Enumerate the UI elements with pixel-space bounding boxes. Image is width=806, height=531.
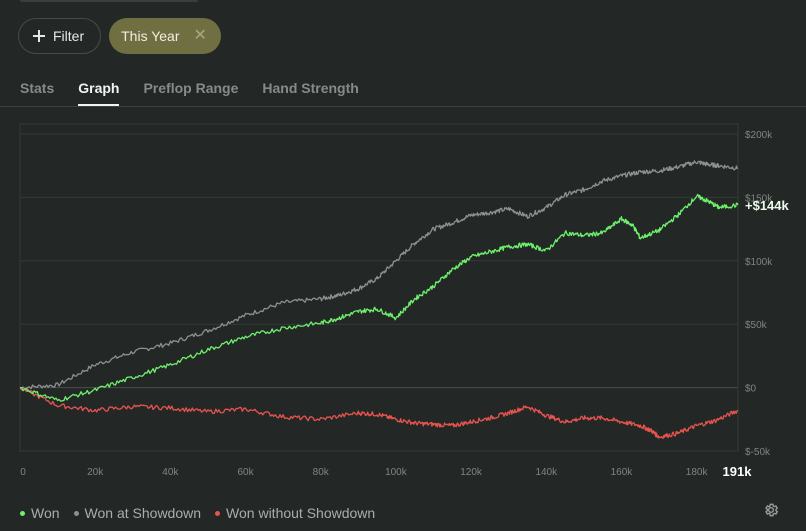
legend-item-won[interactable]: Won bbox=[20, 505, 60, 521]
filter-label: Filter bbox=[53, 28, 85, 44]
tab-graph[interactable]: Graph bbox=[78, 80, 120, 106]
filter-row: Filter This Year ✕ bbox=[18, 18, 221, 54]
x-tick-label: 20k bbox=[87, 467, 104, 478]
end-value-label: +$144k bbox=[745, 198, 790, 213]
legend-item-without-showdown[interactable]: Won without Showdown bbox=[215, 505, 375, 521]
close-icon[interactable]: ✕ bbox=[193, 27, 207, 44]
plot-frame bbox=[19, 123, 739, 452]
x-tick-label: 180k bbox=[686, 467, 709, 478]
legend-item-showdown[interactable]: Won at Showdown bbox=[73, 505, 202, 521]
y-tick-label: $0 bbox=[745, 384, 757, 395]
y-tick-label: $-50k bbox=[745, 447, 771, 458]
legend-label-showdown: Won at Showdown bbox=[84, 505, 202, 521]
legend-label-won: Won bbox=[31, 505, 60, 521]
legend-label-without-showdown: Won without Showdown bbox=[226, 505, 376, 521]
series-line-won bbox=[20, 193, 739, 402]
x-tick-label: 0 bbox=[20, 467, 26, 478]
plus-icon bbox=[33, 30, 45, 42]
y-tick-label: $100k bbox=[745, 257, 773, 268]
tab-preflop-range[interactable]: Preflop Range bbox=[143, 80, 239, 96]
x-tick-label: 80k bbox=[313, 467, 330, 478]
this-year-chip[interactable]: This Year ✕ bbox=[109, 18, 221, 54]
series-line-won-without-showdown bbox=[19, 387, 739, 440]
x-tick-label: 120k bbox=[460, 467, 483, 478]
top-strip bbox=[20, 0, 198, 2]
x-tick-label: 40k bbox=[162, 467, 179, 478]
legend-dot-without-showdown bbox=[215, 510, 221, 516]
x-tick-label: 100k bbox=[385, 467, 408, 478]
x-tick-label: 140k bbox=[535, 467, 558, 478]
x-end-label: 191k bbox=[723, 464, 753, 479]
tabs-divider bbox=[0, 106, 806, 107]
tab-stats[interactable]: Stats bbox=[20, 80, 55, 96]
x-tick-label: 160k bbox=[611, 467, 634, 478]
profit-chart[interactable]: $200k $150k $100k $50k $0 $-50k 0 20k 40k 60k 80k 1… bbox=[0, 118, 806, 490]
filter-button[interactable]: Filter bbox=[18, 18, 102, 54]
tab-bar: Stats Graph Preflop Range Hand Strength bbox=[20, 80, 359, 106]
series-line-won-at-showdown bbox=[19, 160, 739, 390]
y-tick-label: $200k bbox=[745, 130, 773, 141]
y-tick-label: $150k bbox=[745, 193, 773, 204]
x-tick-label: 60k bbox=[237, 467, 254, 478]
this-year-label: This Year bbox=[121, 28, 180, 44]
gear-icon[interactable] bbox=[763, 502, 779, 518]
y-tick-label: $50k bbox=[745, 320, 768, 331]
chart-legend: Won Won at Showdown Won without Showdown bbox=[20, 505, 375, 521]
legend-dot-won bbox=[20, 510, 25, 516]
legend-dot-showdown bbox=[73, 510, 79, 516]
tab-hand-strength[interactable]: Hand Strength bbox=[262, 80, 359, 96]
